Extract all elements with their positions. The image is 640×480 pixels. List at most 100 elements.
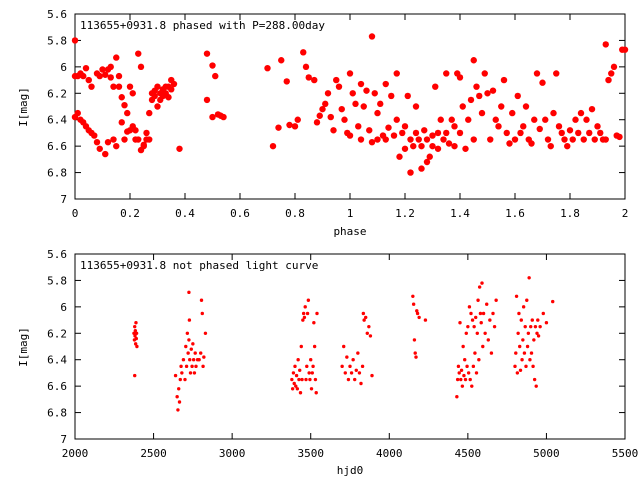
phased-data-point [520, 123, 527, 130]
phased-data-point [602, 41, 609, 48]
phased-data-point [388, 92, 395, 100]
phased-y-tick-label: 7 [60, 193, 67, 206]
unphased-data-point [312, 344, 317, 349]
unphased-data-point [354, 368, 358, 372]
phased-data-point [555, 123, 563, 130]
phased-y-tick-label: 6.4 [47, 114, 67, 127]
unphased-data-point [456, 364, 461, 369]
phased-data-point [423, 136, 431, 143]
phased-data-point [583, 116, 590, 123]
unphased-data-point [175, 395, 179, 399]
unphased-data-point [521, 338, 525, 342]
phased-data-point [322, 100, 329, 108]
phased-data-point [429, 132, 436, 139]
phased-data-point [484, 90, 491, 97]
unphased-data-point [412, 338, 417, 342]
unphased-data-point [190, 364, 194, 369]
phased-y-tick-label: 5.6 [47, 8, 67, 21]
unphased-data-point [367, 324, 371, 329]
unphased-data-point [193, 351, 197, 355]
unphased-data-point [478, 311, 483, 316]
phased-data-point [522, 103, 530, 110]
unphased-data-point [346, 377, 351, 382]
phased-data-point [165, 94, 172, 101]
phased-data-point [96, 72, 103, 80]
unphased-data-point [301, 318, 305, 322]
phased-data-point [393, 116, 400, 123]
unphased-data-point [551, 299, 555, 304]
unphased-data-point [474, 315, 478, 320]
phased-y-tick-label: 5.8 [47, 34, 67, 47]
phased-data-point [434, 129, 442, 137]
phased-data-point [302, 63, 310, 71]
phased-data-point [300, 49, 307, 56]
unphased-data-point [348, 364, 352, 369]
unphased-data-point [177, 400, 182, 404]
phased-data-point [269, 142, 277, 150]
unphased-data-point [520, 358, 524, 362]
unphased-data-point [538, 324, 542, 329]
unphased-data-point [295, 387, 300, 391]
unphased-data-point [459, 368, 464, 372]
unphased-data-point [518, 368, 523, 372]
phased-data-point [443, 129, 450, 137]
phased-data-point [558, 129, 565, 137]
phased-data-point [151, 92, 158, 100]
unphased-light-curve-panel: 5.6 5.8 6 6.2 6.4 6.6 6.8 7 2000 2500 3000 3500 400… [17, 248, 638, 477]
unphased-data-point [522, 351, 527, 355]
unphased-y-tick-label: 6.4 [47, 354, 67, 367]
phased-data-point [533, 70, 541, 77]
phased-y-tick-label: 6 [60, 61, 67, 74]
unphased-data-point [356, 351, 360, 355]
phased-data-point [597, 129, 604, 137]
phased-data-point [338, 105, 345, 113]
phased-data-point [591, 136, 598, 143]
unphased-data-point [474, 371, 479, 375]
unphased-data-point [290, 387, 295, 391]
unphased-data-point [301, 311, 306, 316]
unphased-data-point [191, 358, 196, 362]
unphased-data-point [470, 318, 475, 322]
unphased-x-tick-label: 2500 [140, 447, 167, 460]
unphased-data-point [472, 324, 476, 329]
unphased-data-point [461, 344, 465, 349]
phased-data-point [212, 72, 219, 80]
unphased-y-tick-label: 6.6 [47, 380, 67, 393]
unphased-data-point [365, 331, 369, 335]
phased-x-tick-label: 0.2 [120, 207, 140, 220]
phased-data-point [423, 158, 431, 166]
unphased-data-point [290, 377, 294, 382]
phased-data-point [140, 142, 147, 150]
phased-data-point [275, 124, 282, 131]
phased-data-point [176, 145, 183, 152]
phased-data-point [99, 66, 106, 73]
unphased-data-point [186, 351, 190, 355]
phased-light-curve-panel: 5.6 5.8 6 6.2 6.4 6.6 6.8 7 0 0.2 0.4 0.6 0.8 1 1.2 1.… [17, 8, 628, 238]
phased-data-point [561, 136, 568, 143]
phased-data-point [352, 100, 359, 108]
phased-data-point [146, 136, 153, 143]
phased-data-point [311, 76, 318, 84]
phased-data-point [462, 145, 469, 152]
unphased-data-point [529, 324, 533, 329]
unphased-data-point [360, 364, 365, 369]
phased-data-point [465, 116, 472, 123]
unphased-data-point [314, 391, 318, 395]
unphased-data-point [133, 334, 137, 338]
phased-data-point [467, 96, 475, 104]
unphased-data-point [462, 373, 466, 378]
phased-x-tick-label: 1.4 [450, 207, 470, 220]
phased-data-point [264, 64, 271, 72]
unphased-data-point [187, 290, 191, 295]
unphased-data-point [201, 364, 205, 369]
phased-data-point [126, 83, 134, 90]
phased-data-point [110, 136, 117, 143]
unphased-y-tick-label: 5.6 [47, 248, 67, 261]
unphased-data-point [471, 364, 476, 369]
unphased-data-point [535, 331, 539, 335]
phased-data-point [385, 124, 392, 131]
unphased-data-point [411, 294, 415, 298]
unphased-x-tick-label: 3000 [219, 447, 246, 460]
phased-data-point [357, 80, 365, 88]
phased-data-point [547, 142, 554, 150]
